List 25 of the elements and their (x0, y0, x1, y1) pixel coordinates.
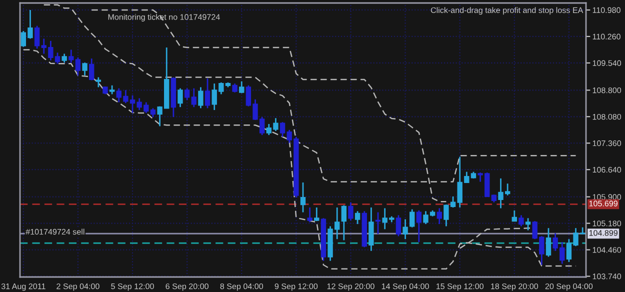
x-tick-label: 12 Sep 20:00 (327, 283, 374, 291)
annotation: Click-and-drag take profit and stop loss EA (430, 7, 584, 15)
y-tick-label: 105.180 (592, 220, 622, 226)
ref-line-label: 104.899 (589, 230, 618, 236)
y-tick-label: 110.980 (592, 7, 620, 13)
x-tick-label: 14 Sep 04:00 (382, 283, 429, 291)
x-tick-label: 2 Sep 04:00 (56, 283, 100, 291)
y-tick-label: 110.260 (592, 34, 620, 40)
y-tick-label: 109.540 (592, 60, 622, 66)
x-tick-label: 5 Sep 12:00 (111, 283, 154, 291)
x-tick-label: 6 Sep 20:00 (166, 283, 208, 291)
y-tick-label: 104.460 (592, 247, 622, 253)
x-tick-label: 31 Aug 2011 (1, 283, 46, 291)
y-tick-label: 108.800 (592, 87, 622, 94)
x-tick-label: 9 Sep 12:00 (274, 283, 318, 291)
y-tick-label: 106.640 (592, 166, 622, 173)
x-tick-label: 20 Sep 04:00 (545, 283, 593, 291)
x-tick-label: 18 Sep 20:00 (491, 283, 538, 291)
x-tick-label: 15 Sep 12:00 (436, 283, 484, 291)
x-tick-label: 8 Sep 04:00 (220, 283, 264, 291)
y-tick-label: 103.740 (592, 274, 622, 280)
ref-line-label: #101749724 sell (26, 228, 84, 235)
ref-line-label: 105.699 (589, 200, 618, 206)
y-tick-label: 107.360 (592, 140, 622, 146)
y-tick-label: 108.080 (592, 114, 622, 120)
